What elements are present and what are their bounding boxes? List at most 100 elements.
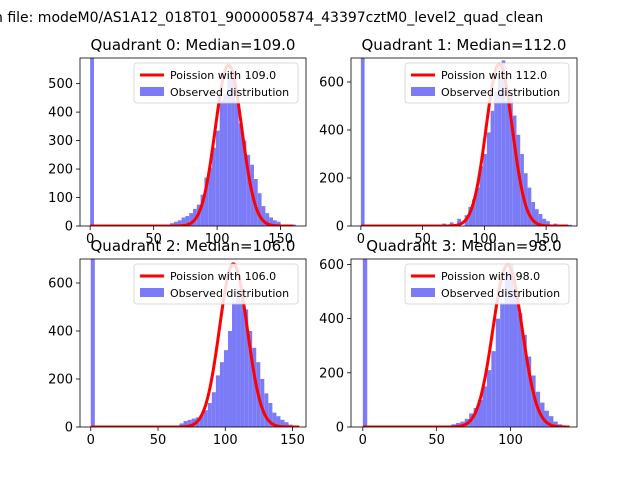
histogram-bar: [232, 302, 237, 427]
legend-histogram-swatch: [411, 87, 435, 96]
histogram-bar: [280, 419, 285, 427]
poisson-curve: [362, 263, 571, 427]
histogram-bar: [505, 101, 510, 226]
histogram-bar: [472, 199, 476, 226]
histogram-bar: [546, 221, 550, 226]
histogram-bar: [513, 291, 518, 427]
y-tick-label: 200: [48, 163, 73, 178]
histogram-bar: [179, 423, 184, 427]
histogram-bar: [223, 350, 228, 427]
histogram-bar: [497, 77, 502, 226]
histogram-bar: [527, 187, 532, 226]
histogram-bar: [219, 362, 224, 427]
histogram-bar: [500, 302, 505, 427]
histogram-bar: [538, 214, 543, 226]
histogram-bar: [200, 194, 205, 226]
histogram-bar: [223, 93, 228, 226]
panel-title: Quadrant 3: Median=98.0: [366, 237, 561, 255]
histogram-bar: [535, 209, 539, 226]
plot-area: [362, 259, 571, 427]
y-tick-label: 0: [65, 421, 73, 436]
histogram-bar: [252, 347, 257, 427]
axes-frame: [350, 258, 578, 428]
x-tick-label: 100: [213, 433, 238, 448]
x-tick-label: 150: [268, 232, 293, 247]
histogram-bar: [483, 154, 487, 226]
plot-area: [360, 58, 573, 226]
histogram-bar: [526, 356, 532, 427]
legend: Poission with 98.0 Observed distribution: [404, 263, 570, 305]
histogram-bar: [516, 134, 521, 226]
histogram-bar: [236, 289, 241, 427]
chart-panel-3: 0 50 100 0 200 400 600 Quadrant 3: Median=98.0 P…: [319, 237, 578, 448]
y-tick-label: 400: [319, 124, 344, 139]
poisson-curve: [360, 62, 570, 226]
y-tick-label: 600: [48, 277, 73, 292]
histogram-bar: [234, 100, 239, 226]
axes-frame: [79, 258, 307, 428]
histogram-bar: [246, 154, 251, 226]
legend-curve-label: Poission with 98.0: [441, 270, 540, 283]
y-tick-label: 600: [319, 258, 344, 273]
x-tick-label: 0: [359, 433, 367, 448]
legend-histogram-swatch: [411, 288, 435, 297]
histogram-bar: [90, 58, 94, 226]
histogram-bar: [212, 147, 216, 226]
axes-frame: [350, 57, 578, 227]
histogram-bar: [276, 221, 281, 226]
x-tick-label: 0: [357, 232, 365, 247]
legend-box: [404, 263, 570, 305]
histogram-bar: [522, 334, 527, 427]
legend-curve-label: Poission with 109.0: [170, 69, 276, 82]
y-tick-label: 0: [336, 220, 344, 235]
histogram-bar: [215, 375, 220, 427]
histogram-bar: [523, 173, 528, 226]
histogram-bar: [360, 58, 365, 226]
histogram-bar: [242, 140, 247, 226]
histogram-bar: [531, 375, 536, 427]
histogram-bar: [362, 259, 368, 427]
histogram-bar: [227, 77, 232, 226]
y-tick-label: 300: [48, 134, 73, 149]
legend: Poission with 109.0 Observed distribution: [133, 62, 299, 104]
histogram-bar: [468, 206, 473, 226]
histogram-bar: [504, 275, 510, 427]
y-tick-label: 400: [319, 312, 344, 327]
histogram-bar: [479, 166, 484, 226]
histogram-bar: [208, 167, 213, 226]
plot-area: [89, 259, 301, 427]
histogram-bar: [177, 220, 182, 226]
histogram-bar: [509, 91, 513, 226]
histogram-bar: [199, 415, 204, 427]
histogram-bar: [189, 213, 193, 226]
histogram-bar: [272, 412, 277, 427]
chart-panel-2: 0 50 100 150 0 200 400 600 Quadrant 2: Median=10…: [48, 237, 307, 448]
histogram-bar: [231, 70, 235, 226]
y-tick-label: 100: [48, 191, 73, 206]
histogram-bar: [272, 220, 277, 226]
histogram-bar: [276, 416, 281, 427]
legend: Poission with 112.0 Observed distribution: [404, 62, 570, 104]
legend-box: [133, 62, 299, 104]
histogram-bar: [185, 216, 190, 226]
histogram-bar: [248, 331, 253, 427]
histogram-bar: [457, 218, 461, 226]
y-tick-label: 500: [48, 77, 73, 92]
histogram-bar: [240, 299, 245, 427]
histogram-bar: [238, 123, 243, 226]
x-tick-label: 100: [472, 232, 497, 247]
histogram-bar: [264, 393, 269, 427]
histogram-bar: [494, 91, 498, 226]
plot-area: [89, 58, 296, 226]
histogram-bar: [187, 419, 192, 427]
histogram-bar: [284, 422, 289, 427]
histogram-bar: [292, 224, 296, 226]
histogram-bar: [244, 309, 249, 427]
histogram-bar: [181, 217, 186, 226]
legend-box: [133, 263, 299, 305]
histogram-bar: [553, 421, 558, 427]
legend: Poission with 106.0 Observed distribution: [133, 263, 299, 305]
histogram-bar: [495, 318, 501, 427]
poisson-curve: [89, 262, 301, 427]
